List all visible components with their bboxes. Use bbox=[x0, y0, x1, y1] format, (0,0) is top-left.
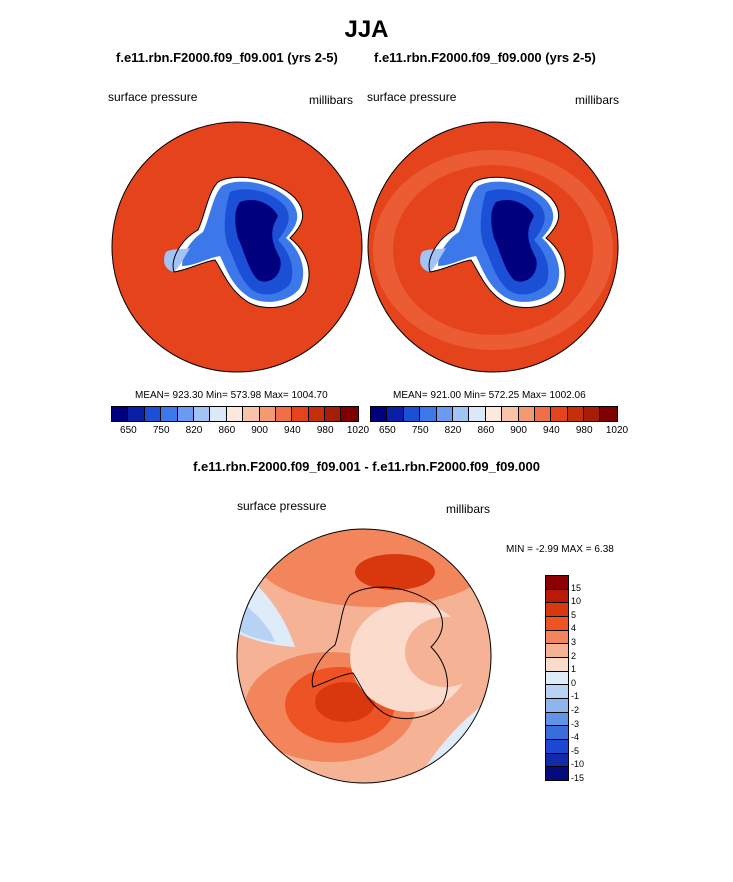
panel-1-colorbar-segment bbox=[325, 407, 342, 421]
panel-2-colorbar-tick: 820 bbox=[444, 425, 462, 436]
panel-2-colorbar-segment bbox=[584, 407, 601, 421]
panel-2-variable-label: surface pressure bbox=[367, 90, 457, 104]
difference-min-max: MIN = -2.99 MAX = 6.38 bbox=[506, 544, 614, 555]
difference-colorbar-label: 2 bbox=[571, 650, 577, 661]
difference-variable-label: surface pressure bbox=[237, 499, 327, 513]
panel-2-case-title: f.e11.rbn.F2000.f09_f09.000 (yrs 2-5) bbox=[374, 50, 596, 65]
panel-1-colorbar-segment bbox=[112, 407, 129, 421]
difference-colorbar-label: 5 bbox=[571, 609, 577, 620]
difference-colorbar-label: 1 bbox=[571, 664, 577, 675]
difference-colorbar-segment bbox=[546, 726, 568, 741]
panel-2-colorbar-segment bbox=[452, 407, 470, 421]
panel-1-colorbar-tick: 1020 bbox=[346, 425, 370, 436]
difference-colorbar-label: -1 bbox=[571, 691, 580, 702]
panel-1-colorbar-tick: 860 bbox=[218, 425, 236, 436]
panel-1-colorbar-tick: 650 bbox=[120, 425, 137, 436]
panel-2-colorbar-segment bbox=[485, 407, 503, 421]
panel-2-units-label: millibars bbox=[575, 93, 620, 107]
panel-1-case-title: f.e11.rbn.F2000.f09_f09.001 (yrs 2-5) bbox=[116, 50, 338, 65]
panel-2-colorbar-segment bbox=[436, 407, 453, 421]
difference-colorbar-label: -15 bbox=[571, 773, 585, 783]
panel-1-map bbox=[111, 121, 363, 373]
panel-2-colorbar-tick: 750 bbox=[411, 425, 429, 436]
panel-1-colorbar-segment bbox=[292, 407, 309, 421]
panel-2-colorbar-segment bbox=[420, 407, 437, 421]
difference-colorbar-segment bbox=[546, 740, 568, 754]
panel-2-colorbar-tick: 860 bbox=[477, 425, 495, 436]
difference-colorbar-label: -5 bbox=[571, 745, 580, 756]
panel-1-colorbar-segment bbox=[341, 407, 358, 421]
difference-colorbar-label: 10 bbox=[571, 596, 582, 607]
difference-colorbar-label: -4 bbox=[571, 732, 580, 743]
panel-2-colorbar-tick: 940 bbox=[543, 425, 560, 436]
difference-colorbar-segment bbox=[546, 576, 568, 590]
panel-1-colorbar-segment bbox=[161, 407, 178, 421]
difference-colorbar-segment bbox=[546, 658, 568, 672]
panel-2-stats: MEAN= 921.00 Min= 572.25 Max= 1002.06 bbox=[393, 390, 586, 401]
panel-1-colorbar-segment bbox=[210, 407, 227, 421]
panel-1-colorbar bbox=[111, 406, 359, 422]
panel-1-variable-label: surface pressure bbox=[108, 90, 198, 104]
panel-2-colorbar-segment bbox=[518, 407, 535, 421]
panel-2-colorbar-segment bbox=[600, 407, 617, 421]
difference-units-label: millibars bbox=[446, 502, 491, 516]
panel-1-colorbar-tick: 980 bbox=[316, 425, 334, 436]
panel-1-colorbar-segment bbox=[243, 407, 260, 421]
panel-2-colorbar-segment bbox=[403, 407, 421, 421]
panel-1-colorbar-tick: 820 bbox=[185, 425, 203, 436]
panel-2-colorbar-segment bbox=[534, 407, 552, 421]
difference-colorbar-segment bbox=[546, 589, 568, 604]
panel-1-colorbar-segment bbox=[128, 407, 145, 421]
panel-1-colorbar-tick: 900 bbox=[251, 425, 268, 436]
difference-colorbar-segment bbox=[546, 767, 568, 781]
panel-2-colorbar-segment bbox=[469, 407, 486, 421]
panel-1-colorbar-segment bbox=[144, 407, 162, 421]
panel-2-colorbar-segment bbox=[371, 407, 388, 421]
panel-1-colorbar-segment bbox=[275, 407, 293, 421]
panel-2-antarctica bbox=[420, 176, 566, 309]
difference-colorbar-label: -2 bbox=[571, 705, 580, 715]
panel-2-colorbar-tick: 650 bbox=[379, 425, 396, 436]
panel-1-units-label: millibars bbox=[309, 93, 354, 107]
difference-colorbar-segment bbox=[546, 699, 568, 713]
panel-1-stats: MEAN= 923.30 Min= 573.98 Max= 1004.70 bbox=[135, 390, 328, 401]
page-title: JJA bbox=[344, 16, 389, 43]
panel-2-colorbar-segment bbox=[551, 407, 568, 421]
panel-2-colorbar-segment bbox=[502, 407, 519, 421]
panel-2-colorbar bbox=[370, 406, 618, 422]
panel-1-colorbar-segment bbox=[259, 407, 276, 421]
difference-antarctica-outline bbox=[311, 586, 448, 720]
panel-2-map bbox=[367, 121, 619, 373]
panel-1-antarctica bbox=[164, 176, 310, 309]
panel-1-colorbar-segment bbox=[177, 407, 194, 421]
difference-colorbar-segment bbox=[546, 603, 568, 618]
difference-colorbar-segment bbox=[546, 630, 568, 645]
difference-colorbar-label: -10 bbox=[571, 759, 585, 770]
difference-colorbar bbox=[545, 575, 569, 781]
difference-colorbar-segment bbox=[546, 712, 568, 727]
panel-2-colorbar-segment bbox=[387, 407, 404, 421]
panel-1-colorbar-segment bbox=[308, 407, 326, 421]
panel-2-colorbar-tick: 900 bbox=[510, 425, 527, 436]
panel-2-colorbar-tick: 980 bbox=[575, 425, 593, 436]
panel-2-colorbar-tick: 1020 bbox=[605, 425, 629, 436]
difference-colorbar-label: 4 bbox=[571, 623, 577, 634]
difference-colorbar-label: 15 bbox=[571, 582, 582, 593]
difference-colorbar-segment bbox=[546, 671, 568, 686]
panel-2-colorbar-segment bbox=[567, 407, 585, 421]
panel-1-colorbar-tick: 750 bbox=[152, 425, 170, 436]
panel-1-colorbar-segment bbox=[226, 407, 244, 421]
panel-1-colorbar-segment bbox=[193, 407, 211, 421]
difference-colorbar-segment bbox=[546, 753, 568, 768]
panel-1-colorbar-tick: 940 bbox=[284, 425, 301, 436]
difference-title: f.e11.rbn.F2000.f09_f09.001 - f.e11.rbn.… bbox=[193, 459, 540, 474]
difference-colorbar-label: 0 bbox=[571, 677, 577, 688]
difference-colorbar-label: -3 bbox=[571, 718, 580, 729]
difference-map bbox=[236, 528, 492, 784]
difference-colorbar-segment bbox=[546, 685, 568, 700]
difference-colorbar-label: 3 bbox=[571, 637, 577, 647]
difference-colorbar-segment bbox=[546, 644, 568, 659]
difference-colorbar-segment bbox=[546, 617, 568, 631]
